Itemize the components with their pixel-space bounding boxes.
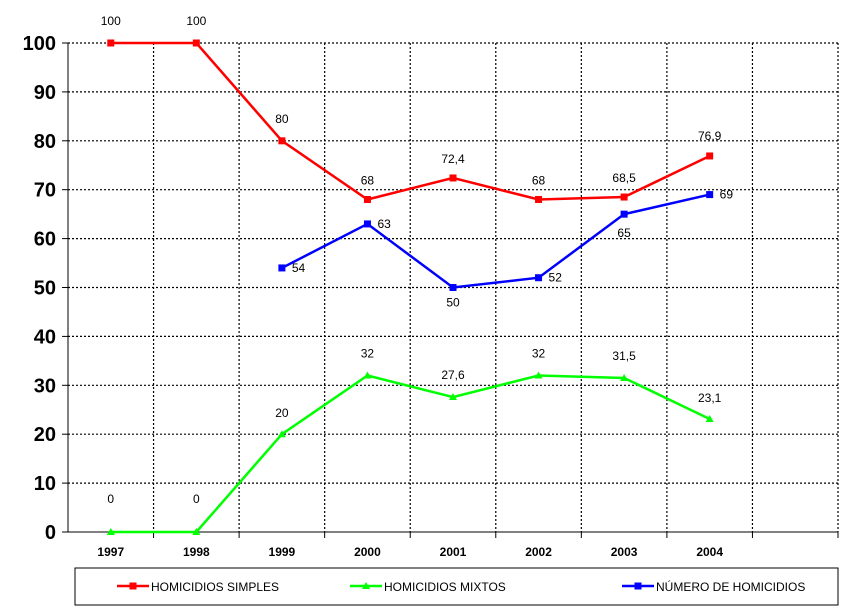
data-point xyxy=(620,210,628,218)
legend-entry: NÚMERO DE HOMICIDIOS xyxy=(622,579,805,594)
series-line xyxy=(281,193,710,289)
data-label: 80 xyxy=(275,112,289,126)
data-label: 50 xyxy=(446,296,460,310)
data-point xyxy=(620,193,628,201)
data-point xyxy=(192,528,201,535)
data-point xyxy=(107,39,115,47)
data-label: 31,5 xyxy=(612,349,636,363)
data-labels: 100 100 80 68 72,4 68 68,5 76,9 0 0 20 32 27,6 32 31,5… xyxy=(101,14,734,506)
legend-label: HOMICIDIOS SIMPLES xyxy=(151,580,279,594)
data-point xyxy=(535,274,543,282)
y-tick-label: 100 xyxy=(23,33,56,55)
data-label: 52 xyxy=(549,271,563,285)
data-point xyxy=(363,195,371,203)
data-point xyxy=(278,137,286,145)
data-point xyxy=(449,284,457,291)
data-point xyxy=(449,393,457,401)
y-tick-label: 20 xyxy=(34,424,56,446)
data-label: 27,6 xyxy=(441,368,465,382)
data-point xyxy=(363,220,371,228)
x-tick-label: 2002 xyxy=(525,545,552,559)
data-label: 72,4 xyxy=(441,152,465,166)
data-point xyxy=(449,174,457,182)
x-tick-label: 2003 xyxy=(611,545,638,559)
legend-label: HOMICIDIOS MIXTOS xyxy=(384,580,506,594)
data-label: 23,1 xyxy=(698,391,722,405)
y-tick-label: 30 xyxy=(34,375,56,397)
y-tick-label: 80 xyxy=(34,131,56,153)
data-label: 100 xyxy=(101,14,121,28)
data-label: 63 xyxy=(377,217,391,231)
legend-box xyxy=(74,567,839,606)
data-point xyxy=(535,195,543,203)
y-tick-label: 60 xyxy=(34,229,56,251)
data-label: 76,9 xyxy=(698,129,722,143)
data-label: 54 xyxy=(292,261,306,275)
series-0 xyxy=(107,39,714,203)
series-1 xyxy=(106,371,714,535)
series-line xyxy=(110,374,711,534)
y-tick-label: 10 xyxy=(34,473,56,495)
x-tick-label: 1999 xyxy=(269,545,296,559)
series-2 xyxy=(278,191,714,291)
y-tick-label: 50 xyxy=(34,278,56,300)
y-tick-label: 40 xyxy=(34,326,56,348)
x-tick-label: 2004 xyxy=(696,545,723,559)
y-tick-label: 90 xyxy=(34,82,56,104)
x-tick-label: 2001 xyxy=(440,545,467,559)
data-point xyxy=(620,373,629,381)
y-tick-label: 70 xyxy=(34,180,56,202)
x-tick-label: 1998 xyxy=(183,545,210,559)
data-point xyxy=(534,371,543,379)
data-label: 32 xyxy=(532,347,546,361)
data-label: 68,5 xyxy=(612,171,636,185)
legend-entry: HOMICIDIOS SIMPLES xyxy=(117,580,279,594)
series-lines xyxy=(106,39,714,535)
x-tick-labels: 1997 1998 1999 2000 2001 2002 2003 2004 xyxy=(97,545,723,559)
series-line xyxy=(110,41,711,201)
y-tick-label: 0 xyxy=(45,522,56,544)
data-point xyxy=(277,430,286,438)
data-label: 100 xyxy=(186,14,206,28)
data-point xyxy=(363,371,372,379)
data-label: 68 xyxy=(361,173,375,187)
data-point xyxy=(706,191,714,199)
data-label: 0 xyxy=(107,492,114,506)
legend-entry: HOMICIDIOS MIXTOS xyxy=(350,580,506,594)
legend-marker xyxy=(129,582,137,590)
x-tick-label: 1997 xyxy=(97,545,124,559)
data-label: 0 xyxy=(193,492,200,506)
data-label: 65 xyxy=(617,226,631,240)
legend-label: NÚMERO DE HOMICIDIOS xyxy=(656,579,805,594)
data-label: 68 xyxy=(532,173,546,187)
data-point xyxy=(705,415,714,423)
legend: HOMICIDIOS SIMPLES HOMICIDIOS MIXTOS NÚMER… xyxy=(74,567,839,606)
x-tick-label: 2000 xyxy=(354,545,381,559)
data-label: 20 xyxy=(275,406,289,420)
y-tick-labels: 0 10 20 30 40 50 60 70 80 90 100 xyxy=(23,33,56,544)
legend-marker xyxy=(362,582,370,589)
data-label: 69 xyxy=(720,188,734,202)
data-point xyxy=(192,39,200,47)
data-point xyxy=(278,264,286,272)
data-point xyxy=(106,528,115,535)
data-point xyxy=(706,152,714,160)
data-label: 32 xyxy=(361,347,375,361)
legend-marker xyxy=(634,582,642,590)
